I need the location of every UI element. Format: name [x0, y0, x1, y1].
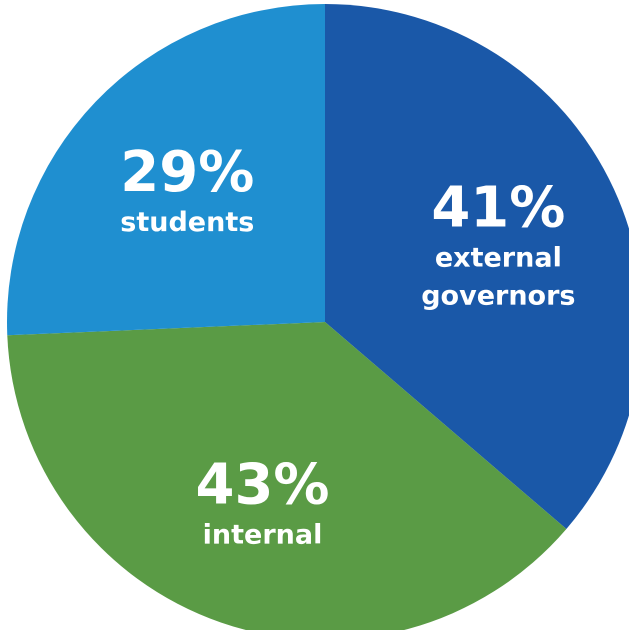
labels-layer: 41%external governors 43%internal 29%studen…: [120, 140, 575, 550]
slice-category-label: governors: [421, 280, 575, 311]
pie-slice-students: [6, 4, 325, 336]
slices-layer: [6, 4, 629, 630]
slice-percent-label: 41%: [431, 175, 565, 240]
slice-category-label: students: [120, 207, 254, 238]
slice-percent-label: 29%: [120, 140, 254, 205]
slice-category-label: internal: [203, 519, 323, 550]
slice-percent-label: 43%: [195, 452, 329, 517]
pie-slice-internal: [7, 322, 567, 630]
slice-category-label: external: [435, 242, 562, 273]
pie-slice-external-governors: [325, 4, 629, 530]
